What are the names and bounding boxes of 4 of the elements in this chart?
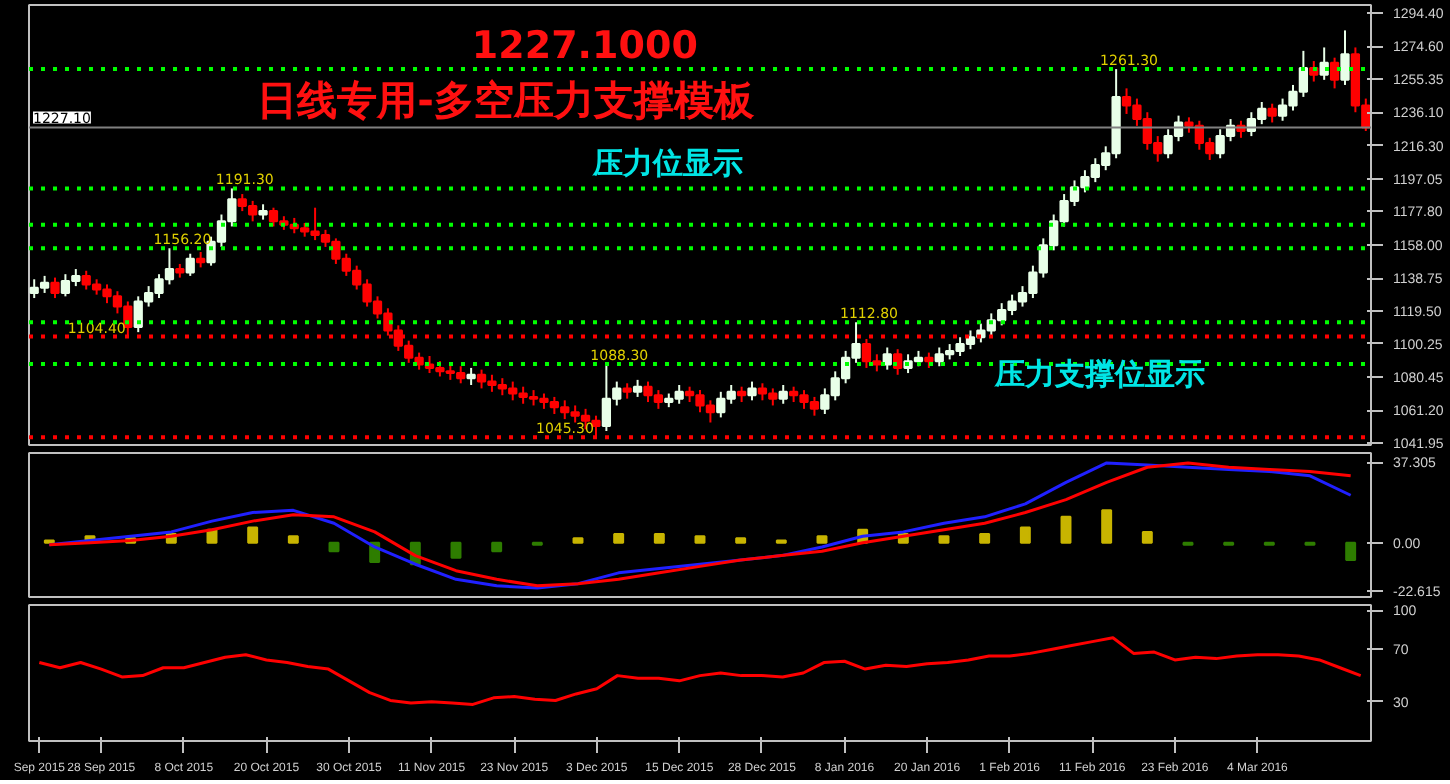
annotation: 压力支撑位显示 — [993, 356, 1206, 393]
text: 日线专用-多空压力支撑模板 — [257, 75, 756, 124]
annotation: 1227.1000 — [471, 23, 698, 68]
annotation: 压力位显示 — [590, 145, 743, 181]
